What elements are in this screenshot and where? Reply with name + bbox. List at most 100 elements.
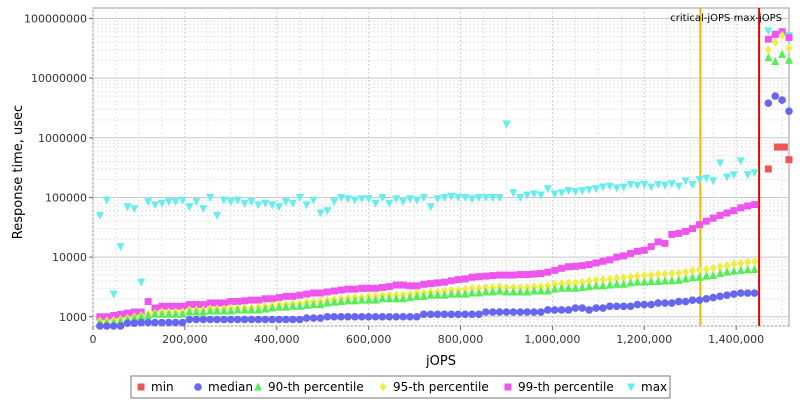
data-point: [247, 305, 256, 314]
data-point: [357, 195, 366, 204]
data-point: [674, 297, 683, 306]
data-point: [227, 298, 235, 306]
data-point: [592, 185, 601, 194]
data-point: [702, 174, 711, 183]
data-point: [578, 282, 587, 291]
data-point: [405, 293, 414, 302]
data-point: [275, 203, 284, 212]
data-point: [206, 193, 215, 202]
data-point: [764, 99, 773, 108]
data-point: [102, 196, 111, 205]
data-point: [564, 263, 572, 271]
data-point: [516, 193, 525, 202]
data-point: [578, 277, 586, 287]
data-point: [585, 306, 593, 314]
data-point: [661, 299, 669, 307]
data-point: [633, 300, 642, 309]
data-point: [578, 187, 587, 196]
data-point: [627, 272, 635, 282]
data-point: [95, 211, 104, 220]
data-point: [626, 180, 635, 189]
data-point: [468, 288, 477, 297]
data-point: [192, 198, 201, 207]
data-point: [571, 304, 580, 312]
data-point: [419, 310, 428, 319]
data-point: [509, 271, 517, 279]
data-point: [647, 183, 656, 192]
data-point: [516, 282, 524, 292]
x-tick-label: 0: [90, 333, 97, 346]
data-point: [633, 181, 642, 190]
data-point: [709, 293, 717, 302]
data-point: [461, 193, 470, 202]
data-point: [261, 295, 269, 303]
series-min: [764, 143, 793, 173]
data-point: [302, 300, 311, 309]
data-point: [536, 286, 545, 295]
data-point: [309, 300, 318, 309]
data-point: [523, 271, 531, 279]
data-point: [737, 258, 745, 268]
data-point: [434, 279, 442, 287]
data-point: [689, 266, 697, 276]
data-point: [426, 290, 435, 299]
data-point: [530, 286, 539, 295]
data-point: [750, 169, 759, 178]
data-point: [268, 303, 277, 312]
data-point: [185, 307, 194, 316]
data-point: [681, 274, 690, 283]
data-point: [350, 196, 359, 205]
data-point: [289, 315, 297, 324]
data-point: [654, 299, 662, 307]
data-point: [509, 189, 518, 198]
legend-swatch: [254, 382, 262, 391]
data-point: [722, 173, 731, 182]
data-point: [744, 202, 752, 210]
data-point: [296, 291, 304, 299]
data-point: [185, 315, 194, 324]
data-point: [316, 300, 325, 309]
data-point: [778, 49, 787, 58]
data-point: [564, 187, 573, 196]
legend-label: 95-th percentile: [393, 380, 489, 394]
data-point: [275, 302, 284, 311]
data-point: [281, 302, 290, 311]
data-point: [730, 259, 738, 269]
data-point: [172, 302, 180, 310]
legend-label: median: [208, 380, 253, 394]
data-point: [137, 318, 146, 327]
data-point: [606, 256, 614, 264]
data-point: [585, 276, 593, 286]
data-point: [378, 283, 386, 291]
data-point: [144, 318, 152, 327]
data-point: [357, 312, 366, 321]
data-point: [716, 269, 725, 278]
data-point: [509, 287, 518, 296]
data-point: [419, 291, 428, 300]
data-point: [316, 209, 325, 218]
data-point: [461, 310, 469, 319]
data-point: [489, 282, 497, 292]
data-point: [130, 205, 139, 214]
series-90-th-percentile: [95, 49, 793, 327]
data-point: [165, 318, 173, 327]
data-point: [654, 277, 663, 286]
data-point: [350, 296, 359, 305]
data-point: [241, 297, 249, 305]
y-tick-label: 100000: [45, 191, 87, 204]
data-point: [137, 312, 146, 321]
data-point: [240, 315, 249, 324]
data-point: [461, 284, 469, 294]
data-point: [109, 322, 118, 330]
data-point: [330, 287, 338, 295]
data-point: [474, 288, 483, 297]
data-point: [158, 302, 166, 310]
data-point: [626, 302, 635, 311]
data-point: [654, 238, 662, 246]
data-point: [502, 308, 511, 316]
data-point: [654, 270, 662, 280]
data-point: [213, 211, 222, 220]
data-point: [482, 282, 490, 292]
data-point: [488, 193, 497, 202]
